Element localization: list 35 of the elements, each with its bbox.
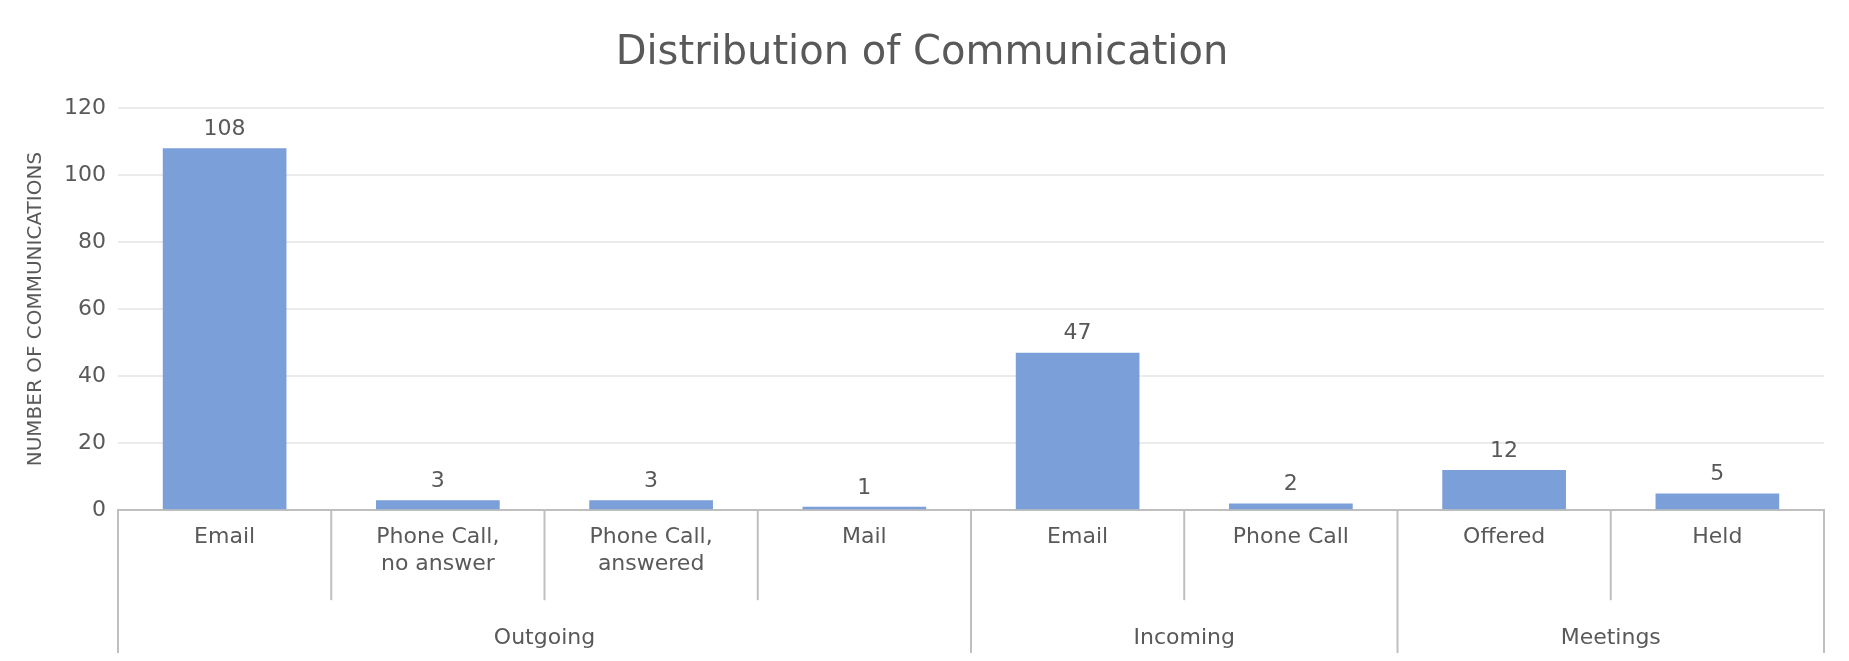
text: Incoming: [1133, 624, 1235, 650]
bar: [1015, 352, 1140, 510]
text: Meetings: [1560, 624, 1661, 650]
x-tick-label: Offered: [1463, 523, 1546, 549]
bar: [589, 500, 713, 510]
data-label: 1: [857, 473, 872, 499]
y-tick-label: 20: [77, 428, 106, 454]
data-label: 12: [1490, 436, 1519, 462]
bar: [1655, 493, 1780, 510]
y-tick-label: 60: [77, 294, 106, 320]
text: Outgoing: [493, 624, 596, 650]
data-label: 108: [203, 114, 246, 140]
y-tick-label: 0: [91, 495, 106, 521]
y-tick-label: 40: [77, 361, 106, 387]
y-axis-title: NUMBER OF COMMUNICATIONS: [22, 151, 47, 467]
bar: [1229, 503, 1353, 510]
x-tick-label: Phone Call, answered: [589, 523, 713, 575]
y-tick-label: 120: [63, 93, 106, 119]
data-label: 5: [1710, 460, 1725, 486]
data-label: 3: [644, 466, 659, 492]
data-label: 47: [1063, 319, 1092, 345]
data-label: 2: [1283, 470, 1298, 496]
bar: [1442, 469, 1566, 510]
data-label: 3: [430, 466, 445, 492]
x-tick-label: Email: [194, 523, 256, 549]
x-tick-label: Phone Call: [1232, 523, 1349, 549]
x-tick-label: Email: [1047, 523, 1109, 549]
x-tick-label: Phone Call, no answer: [376, 523, 500, 575]
chart-title: Distribution of Communication: [615, 27, 1229, 74]
y-tick-label: 100: [63, 160, 106, 186]
bar: [376, 500, 500, 510]
bar: [162, 148, 287, 510]
x-tick-label: Mail: [842, 523, 887, 549]
x-tick-label: Held: [1692, 523, 1743, 549]
y-tick-label: 80: [77, 227, 106, 253]
